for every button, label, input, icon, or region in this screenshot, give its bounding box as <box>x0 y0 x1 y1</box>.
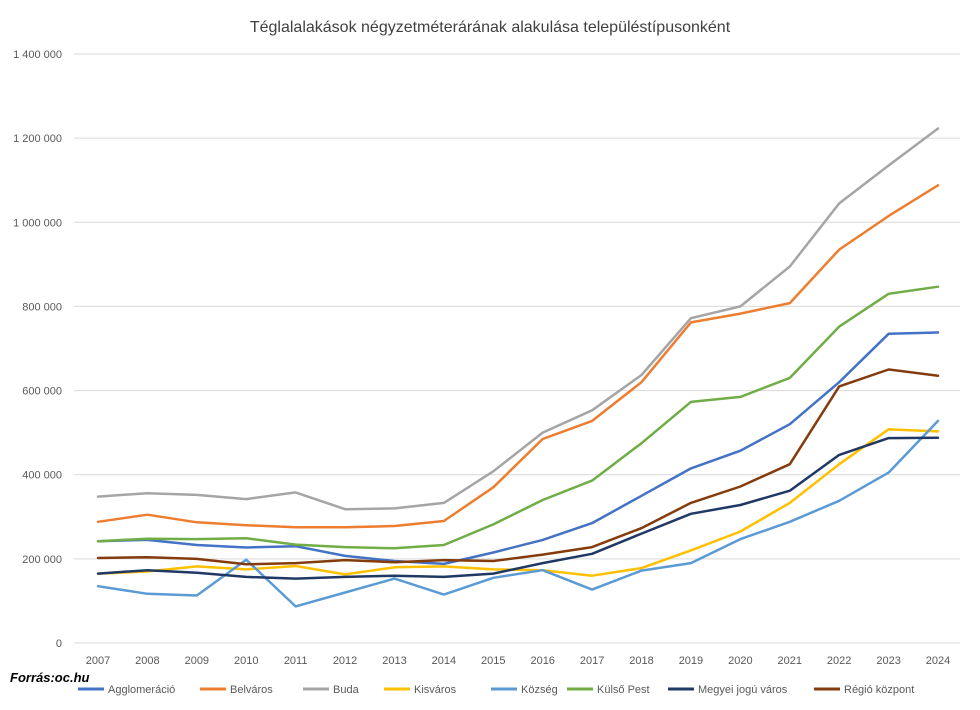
legend-label: Buda <box>333 684 360 696</box>
y-tick-label: 800 000 <box>22 301 62 313</box>
series-line-belváros <box>96 184 940 529</box>
x-tick-label: 2021 <box>778 655 802 667</box>
y-tick-label: 1 200 000 <box>13 133 62 145</box>
x-tick-label: 2010 <box>234 655 258 667</box>
legend-label: Külső Pest <box>597 684 650 696</box>
source-label: Forrás:oc.hu <box>10 670 90 685</box>
legend-label: Agglomeráció <box>108 684 175 696</box>
x-tick-label: 2008 <box>135 655 159 667</box>
legend-label: Belváros <box>230 684 273 696</box>
legend-item: Megyei jogú város <box>668 684 788 696</box>
y-tick-label: 600 000 <box>22 386 62 398</box>
chart-title: Téglalalakások négyzetméterárának alakul… <box>250 19 731 36</box>
series-lines <box>96 127 940 608</box>
series-line-külső-pest <box>96 285 940 550</box>
y-tick-label: 200 000 <box>22 554 62 566</box>
gridlines <box>74 53 960 644</box>
x-tick-label: 2024 <box>926 655 950 667</box>
y-tick-label: 1 400 000 <box>13 49 62 61</box>
legend-label: Régió központ <box>844 684 914 696</box>
x-tick-label: 2013 <box>382 655 406 667</box>
x-tick-label: 2012 <box>333 655 357 667</box>
x-tick-label: 2019 <box>679 655 703 667</box>
legend-item: Kisváros <box>384 684 457 696</box>
x-tick-label: 2017 <box>580 655 604 667</box>
series-line-régió-központ <box>96 368 940 566</box>
x-tick-label: 2007 <box>86 655 110 667</box>
legend: Agglomeráció Belváros Buda Kisváros Község Kü… <box>78 684 914 696</box>
series-line-agglomeráció <box>96 331 940 566</box>
series-line-kisváros <box>96 428 940 577</box>
x-tick-label: 2014 <box>432 655 456 667</box>
series-line-megyei-jogú-város <box>96 436 940 580</box>
legend-item: Község <box>491 684 558 696</box>
x-tick-label: 2009 <box>185 655 209 667</box>
x-tick-label: 2020 <box>728 655 752 667</box>
y-tick-label: 0 <box>56 638 62 650</box>
x-tick-label: 2022 <box>827 655 851 667</box>
legend-item: Agglomeráció <box>78 684 175 696</box>
legend-label: Kisváros <box>414 684 457 696</box>
y-tick-label: 400 000 <box>22 470 62 482</box>
x-axis-ticks: 2007 2008 2009 2010 2011 2012 2013 2014 2015 2016… <box>86 655 950 667</box>
x-tick-label: 2018 <box>629 655 653 667</box>
x-tick-label: 2023 <box>876 655 900 667</box>
legend-item: Régió központ <box>814 684 914 696</box>
legend-item: Külső Pest <box>567 684 650 696</box>
series-line-község <box>96 419 940 608</box>
x-tick-label: 2011 <box>284 655 308 667</box>
legend-label: Község <box>521 684 558 696</box>
legend-label: Megyei jogú város <box>698 684 788 696</box>
legend-item: Buda <box>303 684 360 696</box>
series-line-buda <box>96 127 940 511</box>
x-tick-label: 2016 <box>530 655 554 667</box>
y-axis-ticks: 0 200 000 400 000 600 000 800 000 1 000 000 1 … <box>13 49 62 650</box>
legend-item: Belváros <box>200 684 273 696</box>
x-tick-label: 2015 <box>481 655 505 667</box>
y-tick-label: 1 000 000 <box>13 217 62 229</box>
